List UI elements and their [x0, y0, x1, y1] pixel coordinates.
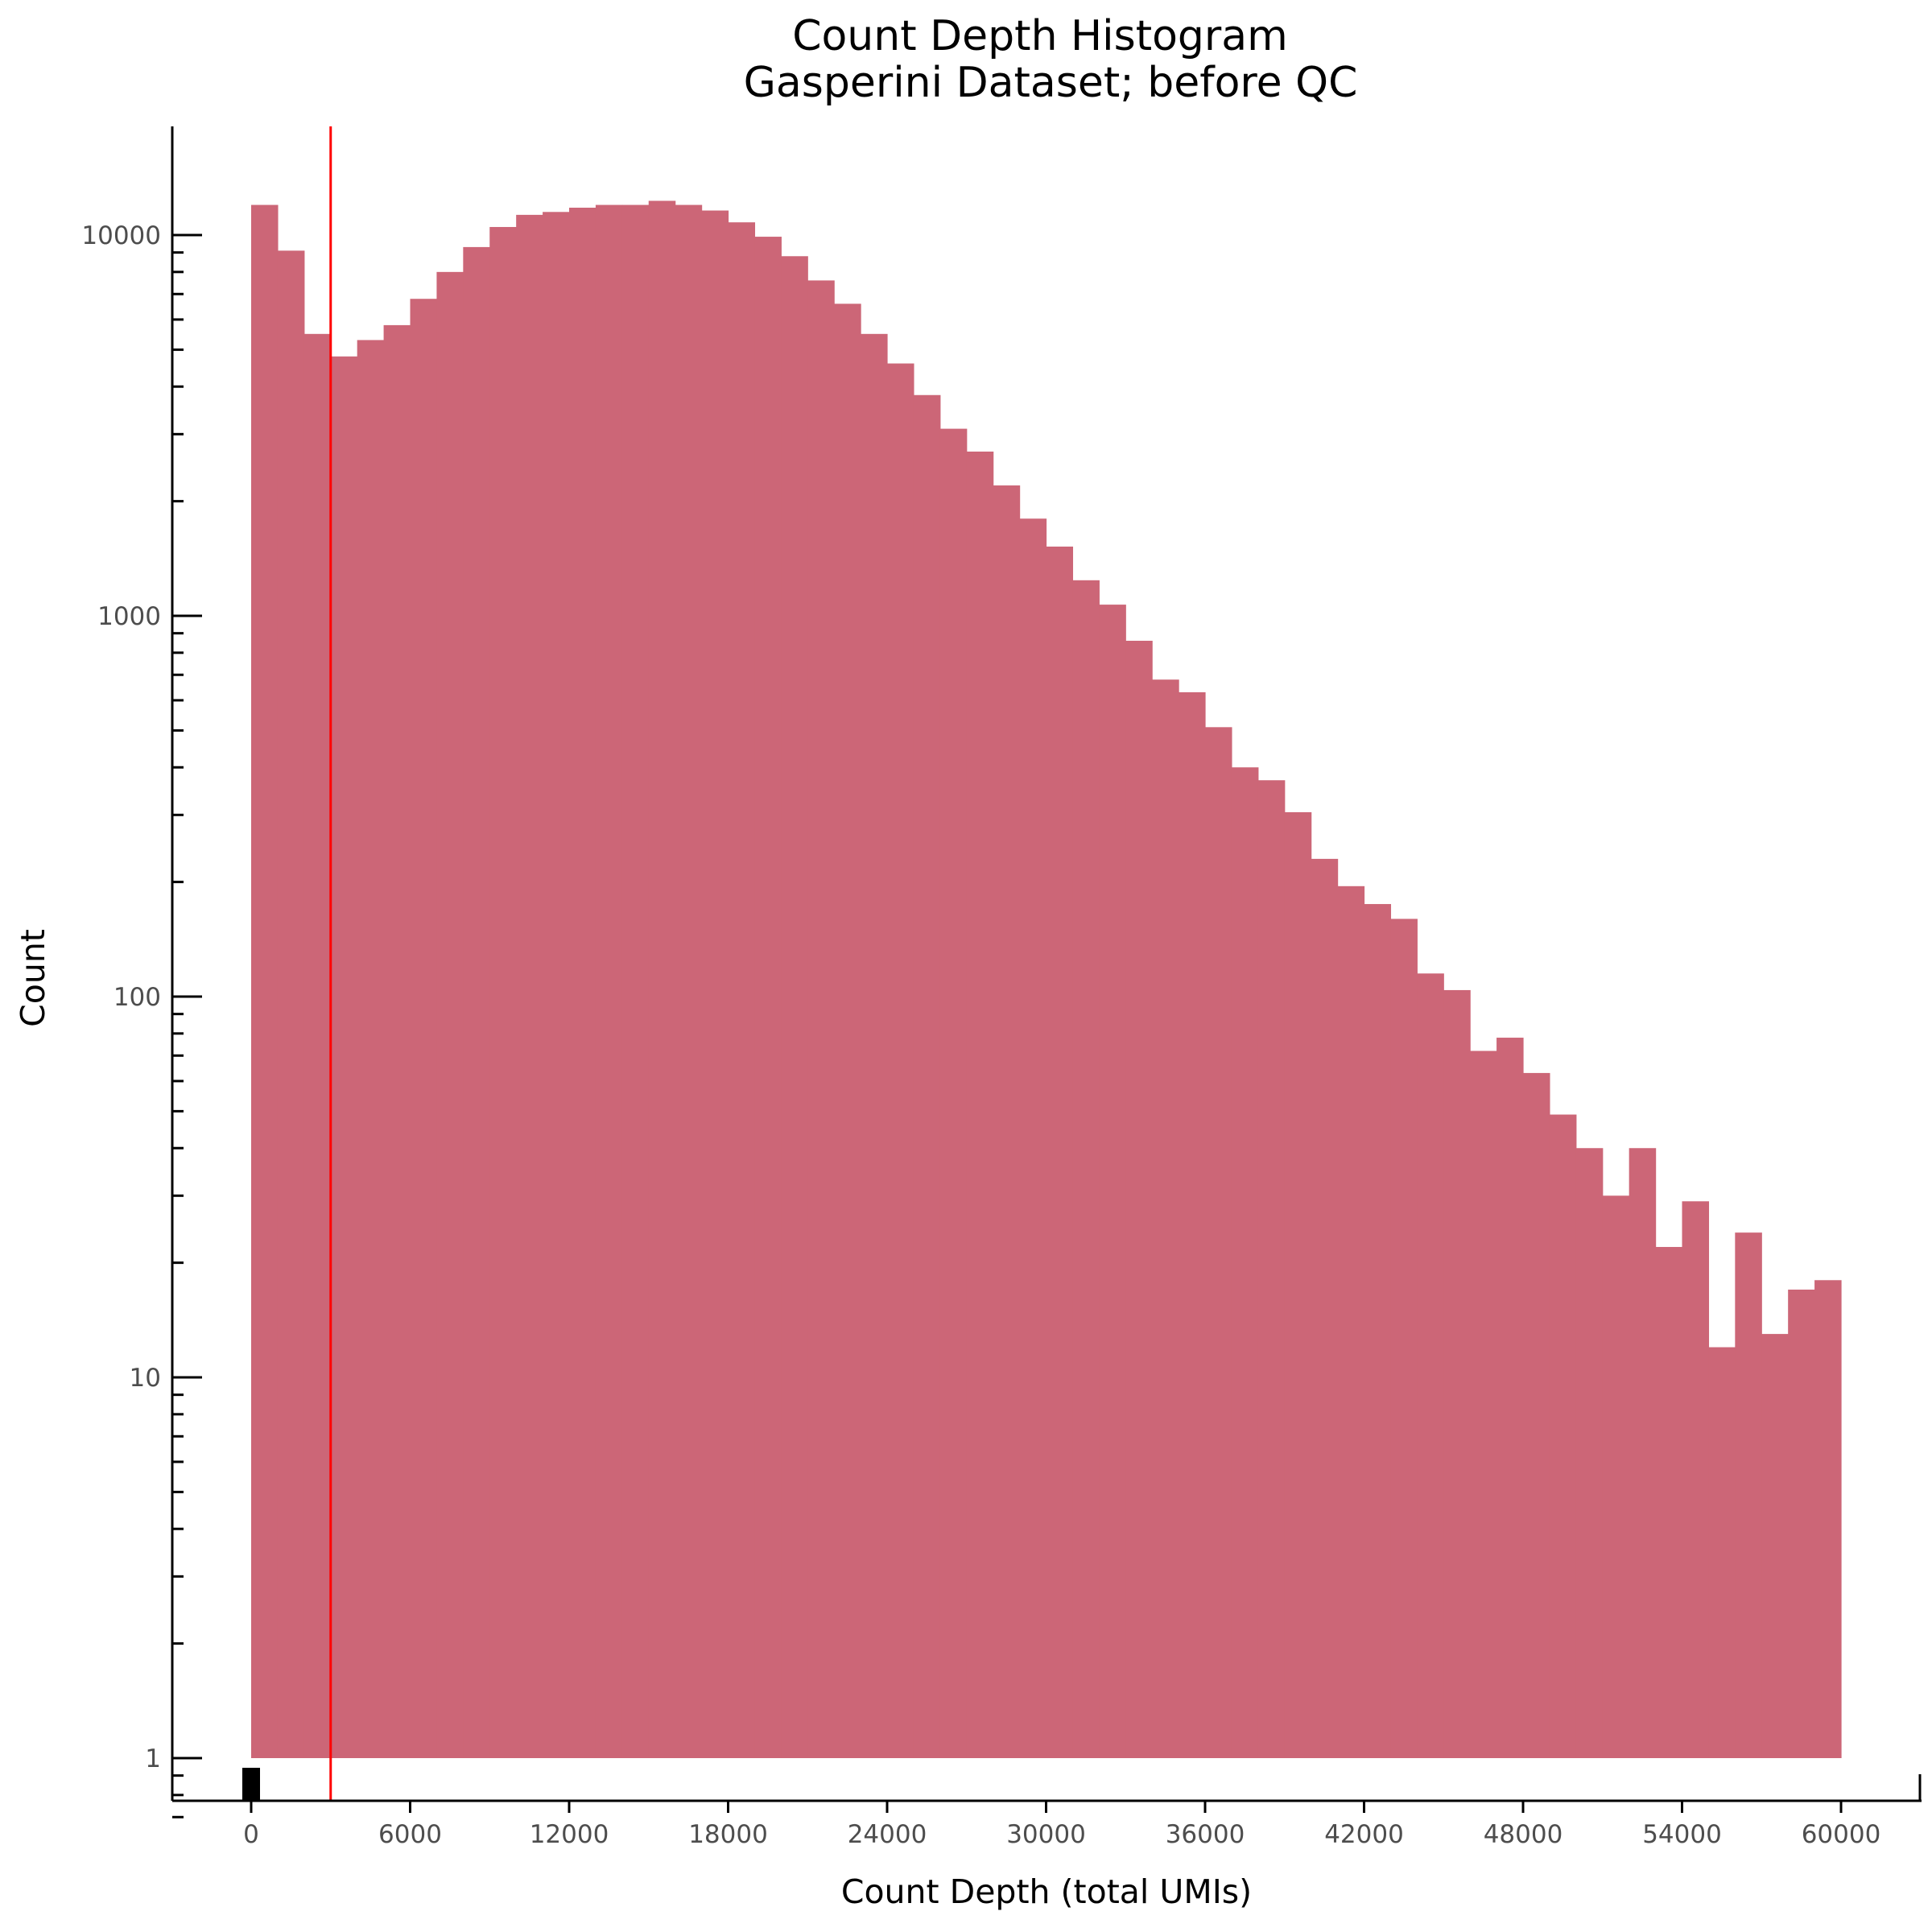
histogram-bars: [251, 200, 1842, 1759]
y-tick-label: 10: [130, 1364, 161, 1393]
histogram-bar: [516, 214, 543, 1758]
histogram-bar: [1761, 1334, 1789, 1758]
x-tick-label: 24000: [848, 1820, 927, 1849]
chart-subtitle: Gasperini Dataset; before QC: [744, 59, 1358, 107]
histogram-bar: [1337, 886, 1365, 1758]
y-tick-label: 1000: [97, 602, 161, 631]
histogram-bar: [383, 324, 411, 1758]
histogram-bar: [939, 428, 968, 1758]
histogram-bar: [1417, 973, 1444, 1758]
histogram-bar: [1099, 605, 1126, 1758]
histogram-bar: [410, 299, 438, 1759]
histogram-bar: [1205, 727, 1232, 1758]
histogram-bar: [1284, 811, 1312, 1759]
histogram-bar: [1019, 518, 1047, 1758]
x-tick-label: 54000: [1642, 1820, 1722, 1849]
x-tick-label: 48000: [1484, 1820, 1563, 1849]
histogram-bar: [357, 340, 385, 1758]
histogram-bar: [1788, 1290, 1815, 1758]
histogram-bar: [675, 204, 703, 1758]
histogram-bar: [913, 394, 941, 1758]
histogram-bar: [1496, 1038, 1524, 1758]
y-tick-label: 100: [114, 983, 161, 1012]
histogram-bar: [543, 212, 570, 1758]
histogram-bar: [861, 333, 888, 1758]
histogram-bar: [489, 226, 517, 1759]
y-tick-label: 1: [145, 1744, 161, 1773]
histogram-bar: [1072, 580, 1100, 1758]
histogram-bar: [1523, 1072, 1550, 1758]
histogram-bar: [993, 485, 1021, 1758]
histogram-bar: [1231, 767, 1259, 1758]
histogram-bar: [648, 200, 676, 1759]
x-ticks: 0 6000 12000 18000 24000 30000 36000 42000 48000…: [243, 1801, 1880, 1849]
histogram-bar: [1046, 546, 1074, 1758]
histogram-bar: [1735, 1232, 1762, 1758]
histogram-bar: [436, 271, 464, 1759]
zero-marker: [242, 1768, 260, 1801]
histogram-bar: [1179, 691, 1206, 1759]
chart-title: Count Depth Histogram: [792, 12, 1288, 60]
y-tick-label: 10000: [81, 221, 161, 250]
x-tick-label: 12000: [530, 1820, 609, 1849]
histogram-bar: [887, 363, 914, 1758]
histogram-bar: [463, 246, 490, 1758]
histogram-bar: [1152, 679, 1179, 1758]
histogram-bar: [754, 237, 782, 1758]
histogram-bar: [303, 333, 332, 1758]
x-tick-label: 6000: [378, 1820, 442, 1849]
zero-marker-group: [242, 1768, 260, 1801]
x-axis-label: Count Depth (total UMIs): [841, 1872, 1252, 1911]
histogram-bar: [595, 204, 623, 1758]
histogram-bar: [1655, 1247, 1683, 1758]
histogram-bar: [701, 210, 729, 1758]
histogram-bar: [1575, 1148, 1604, 1758]
histogram-bar: [277, 250, 305, 1758]
histogram-bar: [1364, 904, 1392, 1758]
y-axis-label: Count: [14, 929, 52, 1027]
histogram-bar: [1602, 1195, 1630, 1758]
histogram-bar: [1443, 989, 1471, 1758]
x-tick-label: 42000: [1324, 1820, 1404, 1849]
histogram-bar: [807, 280, 835, 1758]
histogram-bar: [834, 303, 861, 1758]
histogram-bar: [1470, 1051, 1497, 1758]
x-tick-label: 30000: [1006, 1820, 1086, 1849]
histogram-bar: [966, 451, 994, 1759]
histogram-bar: [330, 356, 358, 1758]
x-tick-label: 60000: [1802, 1820, 1881, 1849]
x-tick-label: 36000: [1166, 1820, 1245, 1849]
y-ticks: 1 10 100 1000 10000: [81, 221, 202, 1818]
x-tick-label: 0: [243, 1820, 259, 1849]
histogram-bar: [1125, 640, 1153, 1758]
histogram-bar: [728, 222, 756, 1759]
histogram-bar: [1629, 1148, 1657, 1758]
histogram-bar: [1311, 858, 1339, 1758]
histogram-bar: [1257, 780, 1286, 1758]
histogram-bar: [1708, 1347, 1736, 1758]
histogram-bar: [781, 256, 808, 1758]
histogram-bar: [569, 208, 597, 1758]
histogram-bar: [1390, 919, 1418, 1758]
histogram-bar: [621, 204, 650, 1758]
histogram-bar: [1682, 1201, 1710, 1758]
x-tick-label: 18000: [688, 1820, 768, 1849]
histogram-bar: [1814, 1280, 1842, 1758]
histogram-bar: [251, 204, 279, 1758]
histogram-bar: [1549, 1114, 1577, 1758]
